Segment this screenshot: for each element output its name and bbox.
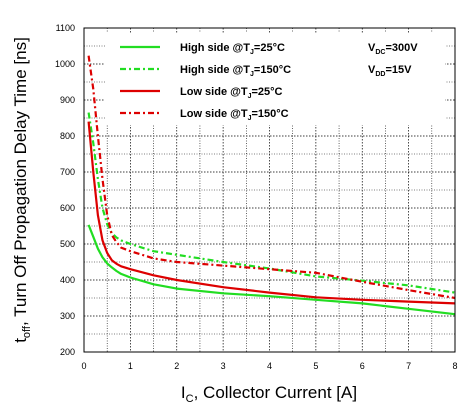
x-tick-label: 4 [267, 361, 272, 371]
series-line-1 [87, 224, 456, 316]
condition-label-1: VDC=300V [368, 42, 418, 56]
y-tick-label: 900 [60, 95, 75, 105]
plot-frame [83, 27, 456, 353]
legend-label-2: High side @TJ=150°C [180, 64, 291, 78]
y-tick-label: 700 [60, 167, 75, 177]
legend-label-3: Low side @TJ=25°C [180, 86, 283, 100]
condition-sub: DD [375, 71, 385, 78]
legend-box [105, 33, 445, 125]
condition-main: V [368, 64, 376, 76]
x-tick-label: 0 [81, 361, 86, 371]
y-tick-label: 1100 [56, 23, 75, 33]
y-tick-label: 1000 [55, 59, 75, 69]
y-axis-title-main: t [11, 338, 30, 343]
x-tick-label: 3 [221, 361, 226, 371]
legend-label-main: Low side @T [180, 86, 248, 98]
y-tick-label: 300 [60, 311, 75, 321]
x-tick-label: 6 [360, 361, 365, 371]
y-axis-ticks: 200 300 400 500 600 700 800 900 1000 1100 [55, 23, 75, 357]
x-tick-label: 5 [313, 361, 318, 371]
legend-label-main: Low side @T [180, 108, 248, 120]
x-axis-title-sub: C [186, 393, 194, 405]
condition-rest: =15V [385, 64, 412, 76]
series-line-2 [87, 112, 456, 294]
y-axis-title-rest: , Turn Off Propagation Delay Time [ns] [11, 37, 30, 326]
x-tick-label: 7 [406, 361, 411, 371]
y-tick-label: 500 [60, 239, 75, 249]
y-axis-title-sub: off [21, 325, 33, 338]
y-tick-label: 200 [60, 347, 75, 357]
legend-label-rest: =150°C [251, 108, 288, 120]
x-axis-title: IC, Collector Current [A] [181, 383, 357, 405]
condition-main: V [368, 42, 376, 54]
x-axis-title-main: I [181, 383, 186, 402]
series-layer [87, 55, 456, 316]
y-tick-label: 400 [60, 275, 75, 285]
legend-label-1: High side @TJ=25°C [180, 42, 285, 56]
series-line-4 [87, 55, 456, 300]
legend-label-sub: J [250, 49, 254, 56]
x-axis-ticks: 0 1 2 3 4 5 6 7 8 [81, 361, 457, 371]
legend-label-sub: J [248, 115, 252, 122]
series-line-3 [87, 121, 456, 305]
legend-label-rest: =25°C [254, 42, 285, 54]
legend-label-main: High side @T [180, 42, 250, 54]
condition-label-2: VDD=15V [368, 64, 412, 78]
y-axis-title: toff, Turn Off Propagation Delay Time [n… [11, 37, 33, 343]
x-tick-label: 2 [174, 361, 179, 371]
condition-rest: =300V [385, 42, 418, 54]
legend-label-sub: J [248, 93, 252, 100]
legend-label-main: High side @T [180, 64, 250, 76]
legend-label-sub: J [250, 71, 254, 78]
condition-sub: DC [375, 49, 385, 56]
y-tick-label: 800 [60, 131, 75, 141]
legend-label-rest: =150°C [254, 64, 291, 76]
legend-label-rest: =25°C [251, 86, 282, 98]
legend-label-4: Low side @TJ=150°C [180, 108, 289, 122]
x-axis-title-rest: , Collector Current [A] [194, 383, 357, 402]
x-tick-label: 1 [128, 361, 133, 371]
x-tick-label: 8 [452, 361, 457, 371]
y-tick-label: 600 [60, 203, 75, 213]
